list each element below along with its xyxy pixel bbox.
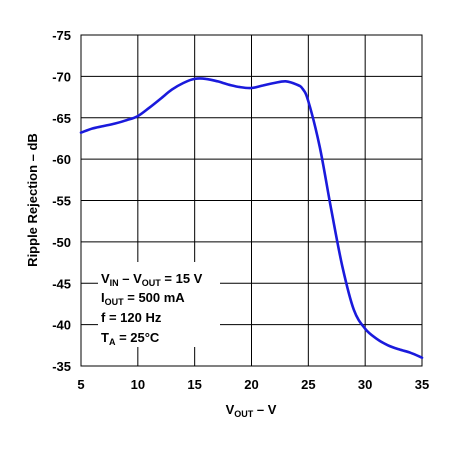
annotation-line: VIN – VOUT = 15 V — [101, 271, 203, 288]
y-tick-label: -65 — [52, 111, 71, 126]
series-line — [79, 77, 424, 359]
x-tick-label: 35 — [415, 377, 429, 392]
x-tick-label: 25 — [301, 377, 315, 392]
x-tick-label: 30 — [358, 377, 372, 392]
y-tick-label: -60 — [52, 152, 71, 167]
annotation-line: IOUT = 500 mA — [101, 290, 185, 307]
x-tick-labels: 5 10 15 20 25 30 35 — [77, 377, 429, 392]
y-tick-label: -50 — [52, 235, 71, 250]
plot-frame — [80, 34, 423, 367]
y-tick-label: -55 — [52, 194, 71, 209]
x-tick-label: 20 — [244, 377, 258, 392]
x-axis-label: VOUT – V — [226, 402, 277, 419]
x-tick-label: 15 — [187, 377, 201, 392]
x-tick-label: 10 — [131, 377, 145, 392]
annotation-line: f = 120 Hz — [101, 310, 162, 325]
y-tick-label: -40 — [52, 318, 71, 333]
y-tick-labels: -75 -70 -65 -60 -55 -50 -45 -40 -35 — [52, 28, 71, 374]
y-axis-label: Ripple Rejection – dB — [25, 133, 40, 267]
conditions-annotation: VIN – VOUT = 15 V IOUT = 500 mA f = 120 Hz… — [101, 271, 203, 347]
y-tick-label: -35 — [52, 359, 71, 374]
annotation-background — [98, 262, 220, 347]
y-tick-label: -70 — [52, 69, 71, 84]
y-tick-label: -75 — [52, 28, 71, 43]
annotation-line: TA = 25°C — [101, 330, 160, 347]
y-tick-label: -45 — [52, 276, 71, 291]
x-tick-label: 5 — [77, 377, 84, 392]
